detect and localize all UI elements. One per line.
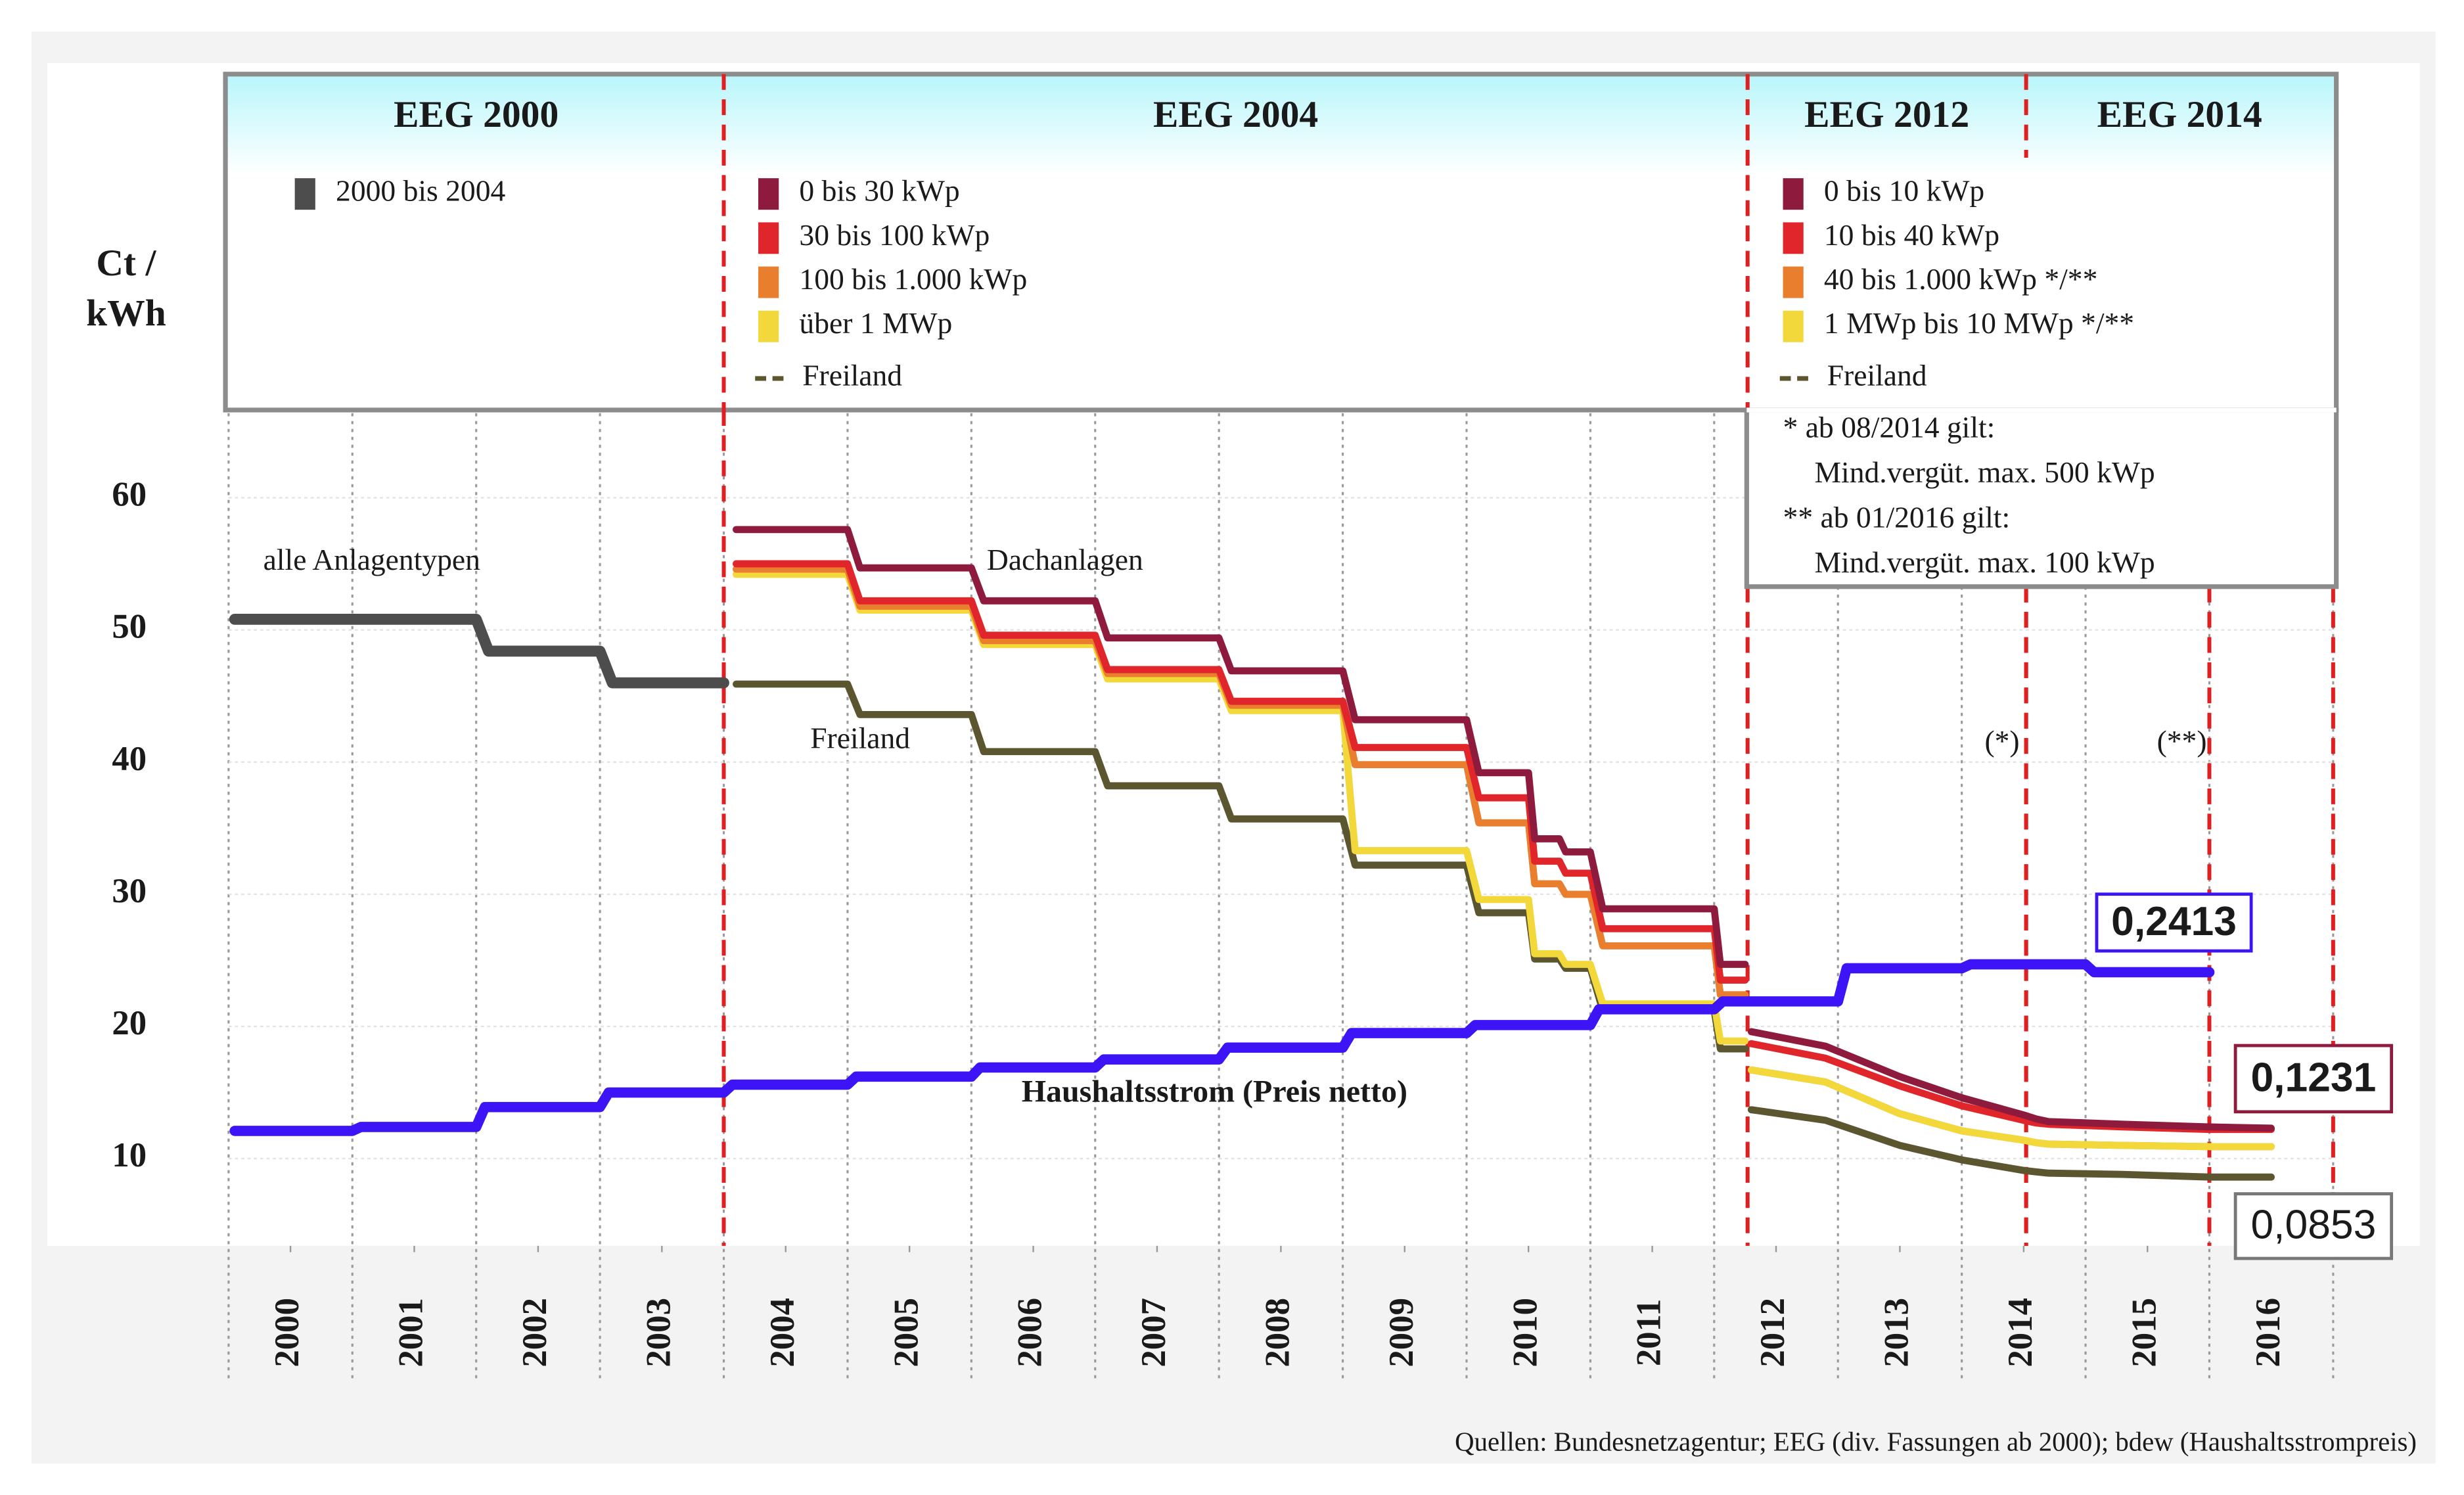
period-label: EEG 2004: [1153, 94, 1318, 135]
data-line: [733, 526, 1749, 968]
x-tick-label: 2013: [1878, 1298, 1916, 1368]
legend-label: 100 bis 1.000 kWp: [799, 262, 1027, 296]
legend-label: 1 MWp bis 10 MWp */**: [1824, 306, 2134, 340]
value-box: [2233, 1192, 2394, 1260]
y-tick-label: 50: [112, 608, 147, 646]
data-line: [1747, 1066, 2275, 1151]
header-box: [223, 72, 2339, 413]
data-line: [229, 613, 729, 689]
x-tick-label: 2011: [1630, 1299, 1668, 1367]
y-tick-label: 30: [112, 872, 147, 910]
y-tick-label: 60: [112, 476, 147, 514]
legend-swatch: [758, 178, 779, 210]
axis-band: [228, 1245, 2333, 1380]
legend-swatch: [1783, 266, 1804, 298]
legend-label: 0 bis 10 kWp: [1824, 174, 1984, 208]
value-box-label: 0,1231: [2250, 1055, 2376, 1100]
x-tick-label: 2007: [1135, 1298, 1173, 1368]
value-box: [2095, 892, 2253, 953]
x-tick-label: 2014: [2001, 1298, 2040, 1368]
legend-label: 40 bis 1.000 kWp */**: [1824, 262, 2097, 296]
data-line: [733, 560, 1749, 984]
x-tick-label: 2005: [887, 1298, 925, 1368]
value-box: [2233, 1044, 2394, 1114]
y-tick-label: 40: [112, 740, 147, 778]
note: * ab 08/2014 gilt:: [1783, 411, 1996, 444]
annotation: Freiland: [810, 721, 910, 754]
note: ** ab 01/2016 gilt:: [1783, 500, 2011, 534]
annotation: (**): [2157, 724, 2207, 758]
legend-label: 30 bis 100 kWp: [799, 218, 990, 252]
legend-swatch: [758, 222, 779, 254]
source: Quellen: Bundesnetzagentur; EEG (div. Fa…: [1455, 1427, 2417, 1457]
y-tick-label: 10: [112, 1136, 147, 1174]
legend-swatch: [294, 178, 315, 210]
data-line: [229, 959, 2215, 1136]
y-axis-label: Ct /: [96, 242, 156, 284]
y-tick-label: 20: [112, 1004, 147, 1042]
period-label: EEG 2014: [2097, 94, 2262, 135]
x-tick-label: 2008: [1258, 1298, 1296, 1368]
x-tick-label: 2001: [392, 1298, 430, 1368]
value-box-label: 0,2413: [2111, 899, 2237, 944]
annotation: (*): [1984, 724, 2019, 758]
note: Mind.vergüt. max. 500 kWp: [1815, 455, 2155, 489]
x-tick-label: 2010: [1506, 1298, 1544, 1368]
legend-label: über 1 MWp: [799, 306, 952, 340]
value-box-label: 0,0853: [2250, 1203, 2376, 1248]
legend-label: 0 bis 30 kWp: [799, 174, 959, 208]
x-tick-label: 2015: [2125, 1298, 2163, 1368]
annotation: alle Anlagentypen: [263, 543, 481, 576]
annotation: Dachanlagen: [987, 543, 1143, 576]
legend-swatch: [1783, 222, 1804, 254]
x-tick-label: 2003: [639, 1298, 677, 1368]
data-line: [1747, 1106, 2275, 1181]
series-label: Haushaltsstrom (Preis netto): [1022, 1074, 1407, 1109]
legend-swatch: [758, 266, 779, 298]
y-axis-label: kWh: [86, 293, 166, 334]
x-tick-label: 2009: [1382, 1298, 1421, 1368]
x-tick-label: 2012: [1754, 1298, 1792, 1368]
legend-label: Freiland: [1827, 358, 1927, 392]
notes-box: [1744, 407, 2339, 589]
legend-label: 10 bis 40 kWp: [1824, 218, 1999, 252]
x-tick-label: 2004: [764, 1298, 802, 1368]
legend-label: Freiland: [802, 358, 902, 392]
legend-swatch: [758, 310, 779, 342]
x-tick-label: 2006: [1011, 1298, 1049, 1368]
legend-swatch: [1783, 310, 1804, 342]
legend-swatch: [1783, 178, 1804, 210]
note: Mind.vergüt. max. 100 kWp: [1815, 545, 2155, 579]
data-line: [1747, 1028, 2275, 1132]
x-tick-label: 2002: [516, 1298, 554, 1368]
x-tick-label: 2016: [2249, 1298, 2287, 1368]
period-label: EEG 2012: [1804, 94, 1969, 135]
period-label: EEG 2000: [394, 94, 559, 135]
legend-label: 2000 bis 2004: [336, 174, 505, 208]
x-tick-label: 2000: [268, 1298, 306, 1368]
